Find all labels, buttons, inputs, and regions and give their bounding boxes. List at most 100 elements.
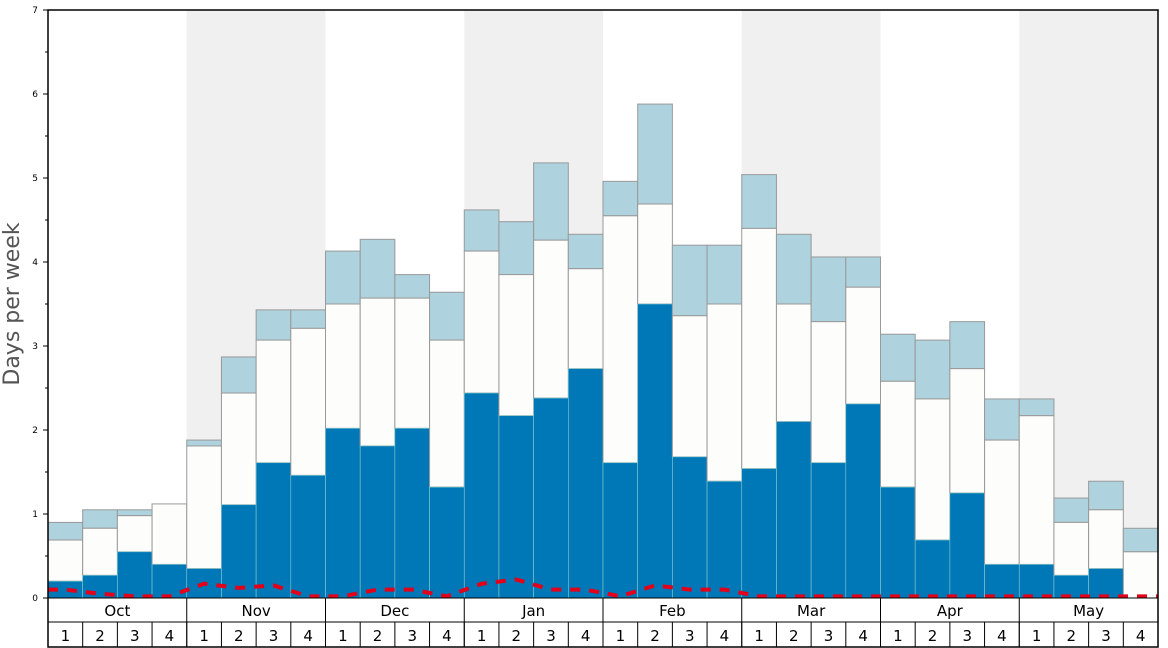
bar-top-segment xyxy=(394,274,431,299)
bar-top-segment xyxy=(1018,398,1055,417)
dashed-line-series xyxy=(48,577,1158,599)
bar-top-segment xyxy=(810,256,847,323)
bar-bottom-segment xyxy=(533,397,569,599)
bar-bottom-segment xyxy=(706,480,743,599)
month-label: Feb xyxy=(659,602,686,620)
week-label: 1 xyxy=(61,627,71,645)
y-tick-label: 4 xyxy=(32,258,38,268)
bar-middle-segment xyxy=(706,303,743,482)
bar-middle-segment xyxy=(845,286,881,405)
bar-middle-segment xyxy=(151,503,188,565)
bar-top-segment xyxy=(880,333,916,382)
week-label: 1 xyxy=(338,627,348,645)
bar-bottom-segment xyxy=(949,492,985,599)
bar-top-segment xyxy=(47,521,84,541)
week-label: 3 xyxy=(130,627,140,645)
bar-middle-segment xyxy=(186,445,222,570)
bar-middle-segment xyxy=(359,297,396,447)
week-label: 4 xyxy=(303,627,313,645)
week-label: 3 xyxy=(685,627,695,645)
bar-top-segment xyxy=(255,309,292,341)
week-label: 2 xyxy=(234,627,244,645)
bar-top-segment xyxy=(637,103,673,205)
bar-middle-segment xyxy=(82,527,118,576)
bar-bottom-segment xyxy=(914,539,951,599)
bar-top-segment xyxy=(533,162,569,241)
bar-top-segment xyxy=(914,339,951,400)
week-label: 2 xyxy=(512,627,522,645)
week-label: 4 xyxy=(442,627,452,645)
y-tick-label: 2 xyxy=(32,426,38,436)
bar-top-segment xyxy=(116,509,153,517)
bar-top-segment xyxy=(984,398,1020,441)
y-tick-label: 3 xyxy=(32,342,38,352)
bar-bottom-segment xyxy=(776,421,812,599)
bar-bottom-segment xyxy=(359,445,396,599)
bar-middle-segment xyxy=(394,297,431,429)
y-tick-label: 0 xyxy=(32,594,38,604)
bar-top-segment xyxy=(359,238,396,299)
bar-bottom-segment xyxy=(1088,568,1124,599)
bar-middle-segment xyxy=(949,368,986,494)
bar-top-segment xyxy=(1053,497,1090,523)
week-label: 4 xyxy=(997,627,1007,645)
bar-middle-segment xyxy=(463,250,500,394)
bar-bottom-segment xyxy=(498,415,534,599)
week-label: 3 xyxy=(824,627,834,645)
bar-top-segment xyxy=(741,174,777,229)
week-label: 4 xyxy=(165,627,175,645)
week-label: 2 xyxy=(789,627,799,645)
bar-bottom-segment xyxy=(290,475,326,599)
bar-middle-segment xyxy=(567,268,604,370)
bar-bottom-segment xyxy=(845,403,881,599)
bar-middle-segment xyxy=(498,274,535,417)
bar-middle-segment xyxy=(984,439,1020,565)
month-label: May xyxy=(1073,602,1104,620)
bar-top-segment xyxy=(567,233,604,270)
bar-middle-segment xyxy=(116,515,153,553)
week-label: 4 xyxy=(581,627,591,645)
week-label: 2 xyxy=(373,627,383,645)
month-label: Mar xyxy=(797,602,826,620)
bar-bottom-segment xyxy=(637,303,673,599)
bar-bottom-segment xyxy=(602,462,638,599)
month-label: Apr xyxy=(937,602,964,620)
bar-middle-segment xyxy=(602,215,639,464)
bar-top-segment xyxy=(220,356,257,394)
bar-top-segment xyxy=(845,256,881,288)
bar-top-segment xyxy=(186,439,222,447)
bar-middle-segment xyxy=(1053,521,1090,576)
bar-middle-segment xyxy=(775,303,812,423)
bar-middle-segment xyxy=(637,203,673,305)
bar-middle-segment xyxy=(1018,415,1055,565)
bar-middle-segment xyxy=(325,303,361,429)
bar-bottom-segment xyxy=(741,468,777,599)
bar-bottom-segment xyxy=(1018,564,1055,599)
bar-top-segment xyxy=(671,244,708,317)
bar-bottom-segment xyxy=(394,428,430,599)
week-label: 2 xyxy=(650,627,660,645)
bar-top-segment xyxy=(290,309,326,329)
bar-top-segment xyxy=(949,321,986,370)
week-label: 2 xyxy=(1067,627,1077,645)
bar-middle-segment xyxy=(880,380,916,488)
week-label: 3 xyxy=(269,627,279,645)
bar-top-segment xyxy=(498,221,535,276)
week-label: 2 xyxy=(95,627,105,645)
week-label: 4 xyxy=(858,627,868,645)
bar-middle-segment xyxy=(533,239,569,399)
week-label: 2 xyxy=(928,627,938,645)
bar-top-segment xyxy=(463,209,500,252)
bar-middle-segment xyxy=(429,339,465,488)
bar-bottom-segment xyxy=(810,462,847,599)
bar-bottom-segment xyxy=(221,504,257,599)
bar-bottom-segment xyxy=(880,486,916,599)
bar-bottom-segment xyxy=(568,368,604,599)
week-label: 4 xyxy=(720,627,730,645)
bar-middle-segment xyxy=(255,339,292,464)
y-axis-label: Days per week xyxy=(0,222,25,385)
bar-middle-segment xyxy=(914,398,951,541)
bar-top-segment xyxy=(706,244,743,305)
bar-bottom-segment xyxy=(984,564,1020,599)
